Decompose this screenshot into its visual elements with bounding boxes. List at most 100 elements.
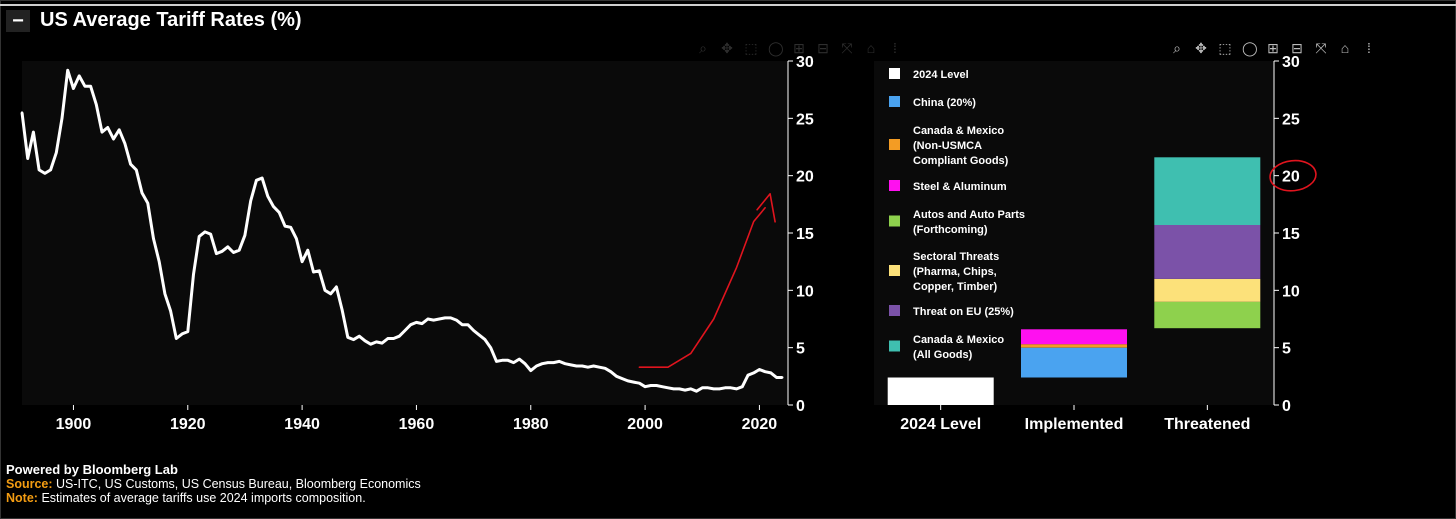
tariff-data-point	[746, 374, 750, 377]
zoom-out-icon[interactable]: ⊟	[1291, 40, 1303, 56]
tariff-data-point	[180, 332, 184, 336]
legend-swatch[interactable]	[889, 215, 900, 227]
tariff-data-point	[278, 211, 281, 214]
tariff-data-point	[483, 338, 487, 341]
tariff-data-point	[678, 387, 681, 391]
autoscale-icon[interactable]: ⤧	[841, 40, 853, 56]
autoscale-icon[interactable]: ⤧	[1315, 40, 1327, 56]
tariff-data-point	[769, 371, 773, 375]
plotly-logo-icon[interactable]: ⁞	[1367, 40, 1371, 56]
note-text: Estimates of average tariffs use 2024 im…	[41, 491, 366, 505]
tariff-data-point	[163, 292, 167, 295]
bar-y-tick-label: 5	[1282, 341, 1291, 358]
legend-swatch[interactable]	[889, 139, 900, 150]
tariff-data-point	[112, 137, 115, 141]
tariff-data-point	[603, 367, 607, 370]
tariff-data-point	[55, 151, 58, 154]
legend-label[interactable]: Autos and Auto Parts (Forthcoming)	[913, 209, 1025, 236]
tariff-data-point	[461, 323, 464, 326]
plotly-logo-icon[interactable]: ⁞	[893, 40, 897, 56]
tariff-data-point	[632, 380, 635, 384]
tariff-data-point	[729, 386, 732, 389]
tariff-data-point	[501, 359, 504, 362]
bar-chart: 0 5 10 15 20 25 30 2024 Level Implemented Threate…	[887, 54, 1300, 433]
tariff-data-point	[535, 364, 538, 368]
lasso-icon[interactable]: ◯	[1242, 40, 1258, 56]
line-y-tick-label: 10	[796, 283, 814, 300]
legend-label[interactable]: 2024 Level	[913, 69, 969, 81]
tariff-data-point	[346, 336, 349, 339]
tariff-data-point	[175, 337, 178, 340]
legend-swatch[interactable]	[889, 68, 900, 79]
lasso-icon[interactable]: ◯	[768, 40, 784, 56]
tariff-data-point	[592, 364, 595, 368]
tariff-data-point	[506, 359, 510, 362]
zoom-icon[interactable]: ⌕	[1173, 40, 1181, 56]
legend-swatch[interactable]	[889, 180, 900, 191]
tariff-data-point	[37, 168, 41, 172]
tariff-data-point	[220, 250, 224, 253]
legend-swatch[interactable]	[889, 265, 900, 276]
tariff-data-point	[438, 317, 441, 321]
legend-swatch[interactable]	[889, 340, 900, 352]
tariff-data-point	[609, 370, 612, 373]
legend-label[interactable]: China (20%)	[913, 97, 976, 109]
tariff-data-point	[129, 163, 132, 166]
zoom-icon[interactable]: ⌕	[699, 40, 707, 56]
tariff-data-point	[283, 224, 287, 228]
tariff-data-point	[398, 335, 401, 338]
tariff-data-point	[358, 335, 361, 338]
tariff-data-point	[209, 232, 212, 236]
legend-label[interactable]: Canada & Mexico (Non-USMCA Compliant Goods…	[913, 125, 1009, 167]
zoom-in-icon[interactable]: ⊞	[793, 40, 805, 56]
tariff-data-point	[763, 370, 767, 373]
box-select-icon[interactable]: ⬚	[744, 40, 758, 56]
line-plot-area	[22, 61, 788, 405]
pan-icon[interactable]: ✥	[1195, 40, 1207, 56]
line-x-tick-label: 2020	[742, 416, 778, 433]
top-divider	[0, 4, 1456, 6]
tariff-data-point	[432, 318, 435, 322]
tariff-data-point	[621, 377, 624, 380]
tariff-data-point	[420, 322, 424, 325]
tariff-data-point	[249, 199, 252, 203]
zoom-out-icon[interactable]: ⊟	[817, 40, 829, 56]
stacked-bar-segment	[1154, 157, 1261, 225]
tariff-data-point	[615, 375, 618, 378]
home-icon[interactable]: ⌂	[1340, 40, 1350, 56]
legend-label[interactable]: Canada & Mexico (All Goods)	[913, 334, 1004, 361]
box-select-icon[interactable]: ⬚	[1218, 40, 1232, 56]
legend-label[interactable]: Threat on EU (25%)	[913, 306, 1014, 318]
line-x-tick-label: 1980	[513, 416, 549, 433]
legend-swatch[interactable]	[889, 305, 900, 316]
collapse-button[interactable]: −	[6, 10, 30, 32]
tariff-data-point	[689, 387, 692, 391]
line-x-tick-label: 1940	[284, 416, 320, 433]
tariff-data-point	[123, 142, 127, 145]
legend-label[interactable]: Steel & Aluminum	[913, 181, 1007, 193]
tariff-data-point	[563, 362, 567, 365]
home-icon[interactable]: ⌂	[866, 40, 876, 56]
tariff-data-point	[546, 361, 550, 364]
tariff-data-point	[701, 386, 704, 389]
tariff-data-point	[415, 321, 418, 324]
tariff-data-point	[255, 179, 258, 182]
tariff-data-point	[586, 366, 590, 369]
tariff-data-point	[152, 237, 155, 240]
tariff-data-point	[78, 74, 81, 78]
tariff-data-point	[472, 329, 475, 332]
tariff-data-point	[752, 371, 755, 375]
legend-swatch[interactable]	[889, 96, 900, 107]
tariff-data-point	[32, 130, 35, 134]
zoom-in-icon[interactable]: ⊞	[1267, 40, 1279, 56]
pan-icon[interactable]: ✥	[721, 40, 733, 56]
tariff-data-point	[455, 318, 458, 322]
tariff-data-point	[100, 130, 104, 134]
left-chart-toolbar: ⌕ ✥ ⬚ ◯ ⊞ ⊟ ⤧ ⌂ ⁞	[696, 40, 902, 57]
legend-label[interactable]: Sectoral Threats (Pharma, Chips, Copper, T…	[913, 251, 999, 293]
tariff-data-point	[443, 316, 447, 320]
source-line: Source: US-ITC, US Customs, US Census Bu…	[6, 477, 421, 491]
tariff-data-point	[146, 202, 149, 205]
bar-y-tick-label: 0	[1282, 398, 1291, 415]
tariff-data-point	[386, 337, 390, 340]
